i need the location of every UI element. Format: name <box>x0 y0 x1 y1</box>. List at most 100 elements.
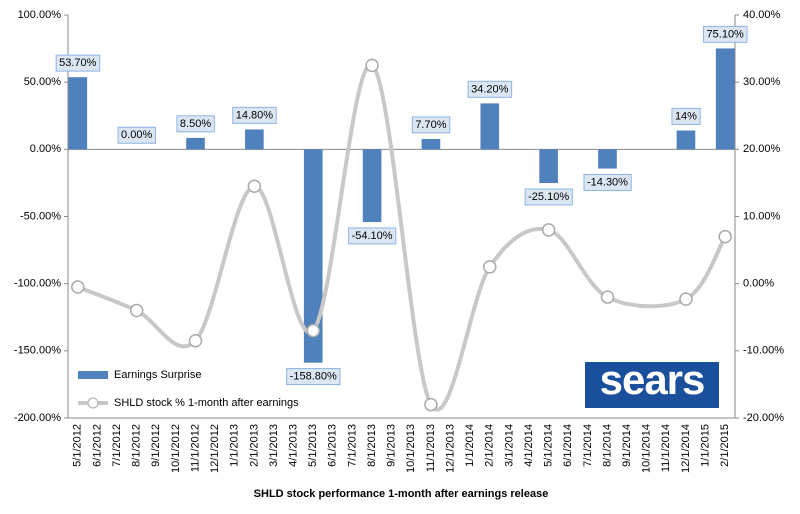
y2-tick-label: -10.00% <box>743 345 784 357</box>
bar <box>598 149 617 169</box>
line-marker <box>129 303 144 318</box>
line-marker <box>718 229 732 244</box>
data-label-box <box>411 116 451 134</box>
bar <box>245 129 264 150</box>
line-marker <box>679 292 693 306</box>
line-segment <box>311 63 375 333</box>
x-tick-label: 2/1/2013 <box>248 424 260 467</box>
data-label: -54.10% <box>352 230 393 242</box>
data-label-group: 0.00% <box>117 126 156 144</box>
line-segment <box>547 227 609 299</box>
line-segment <box>488 226 550 268</box>
line-marker <box>188 334 203 348</box>
data-label: 8.50% <box>180 118 211 130</box>
x-tick-label: 7/1/2013 <box>346 424 358 467</box>
y-tick-label: -100.00% <box>14 278 61 290</box>
x-tick-label: 11/1/2014 <box>660 424 672 472</box>
legend-swatch <box>78 371 108 379</box>
x-axis-label: SHLD stock performance 1-month after ear… <box>254 488 549 500</box>
x-tick-label: 1/1/2014 <box>464 424 476 467</box>
line-marker <box>541 223 556 237</box>
data-label: -14.30% <box>587 176 628 188</box>
bar <box>676 130 696 150</box>
x-tick-label: 8/1/2012 <box>131 424 143 467</box>
x-tick-label: 10/1/2014 <box>641 424 653 473</box>
data-label: 14% <box>675 110 697 122</box>
data-label-group: 53.70% <box>55 54 101 72</box>
x-tick-label: 12/1/2013 <box>444 424 456 473</box>
line-marker <box>306 323 320 338</box>
x-tick-label: 5/1/2014 <box>543 424 555 467</box>
line-segment <box>684 235 727 301</box>
bar <box>480 103 500 150</box>
bar <box>303 149 323 363</box>
data-label-box <box>583 173 632 191</box>
data-label: 14.80% <box>236 109 274 121</box>
line-marker <box>424 397 438 412</box>
x-tick-label: 6/1/2012 <box>91 424 103 467</box>
y-tick-label: -200.00% <box>14 412 61 424</box>
bar <box>186 137 205 150</box>
data-label-group: -54.10% <box>348 227 397 245</box>
data-label-group: -158.80% <box>286 368 341 386</box>
x-tick-label: 6/1/2014 <box>562 424 574 467</box>
x-tick-label: 5/1/2013 <box>307 424 319 467</box>
x-tick-label: 7/1/2014 <box>582 424 594 467</box>
data-label: -25.10% <box>528 191 569 203</box>
data-label-box <box>703 25 748 43</box>
bar <box>362 149 382 223</box>
x-tick-label: 1/1/2015 <box>699 424 711 467</box>
y-tick-label: 100.00% <box>18 9 62 21</box>
x-tick-label: 2/1/2014 <box>484 424 496 467</box>
data-label: -158.80% <box>290 371 337 383</box>
line-segment <box>606 295 687 309</box>
legend-label: SHLD stock % 1-month after earnings <box>114 397 299 409</box>
legend-marker <box>87 397 99 409</box>
x-tick-label: 9/1/2012 <box>150 424 162 467</box>
y-tick-label: -150.00% <box>14 345 61 357</box>
line-marker <box>71 280 85 294</box>
data-label: 75.10% <box>707 28 745 40</box>
line-marker <box>247 179 262 194</box>
data-label-box <box>117 126 156 144</box>
bar <box>421 138 441 150</box>
x-tick-label: 3/1/2013 <box>268 424 280 467</box>
x-tick-label: 7/1/2012 <box>111 424 123 467</box>
line-segment <box>135 308 197 349</box>
data-label-box <box>467 80 513 98</box>
x-tick-label: 2/1/2015 <box>719 424 731 467</box>
y2-tick-label: 40.00% <box>743 9 781 21</box>
x-tick-label: 12/1/2014 <box>680 424 692 473</box>
legend-label: Earnings Surprise <box>114 369 201 381</box>
data-label: 7.70% <box>415 119 446 131</box>
logo-box <box>585 362 719 408</box>
x-tick-label: 3/1/2014 <box>503 424 515 467</box>
x-tick-label: 4/1/2014 <box>523 424 535 467</box>
line-segment <box>77 285 138 313</box>
x-tick-label: 12/1/2012 <box>209 424 221 473</box>
data-label-group: 34.20% <box>467 80 513 98</box>
data-label-box <box>232 106 277 124</box>
x-tick-label: 8/1/2014 <box>601 424 613 467</box>
data-label-group: 14.80% <box>232 106 277 124</box>
line-segment <box>253 184 315 335</box>
y-tick-label: 0.00% <box>30 143 61 155</box>
line-marker <box>600 290 615 304</box>
x-tick-label: 5/1/2012 <box>72 424 84 467</box>
y2-tick-label: 10.00% <box>743 210 781 222</box>
data-label-box <box>176 115 215 133</box>
line-segment <box>370 63 433 406</box>
x-tick-label: 10/1/2013 <box>405 424 417 473</box>
x-tick-label: 9/1/2013 <box>386 424 398 467</box>
x-tick-label: 6/1/2013 <box>327 424 339 467</box>
y2-tick-label: 0.00% <box>743 278 774 290</box>
line-marker <box>483 260 497 274</box>
bar <box>68 77 88 150</box>
data-label-group: 14% <box>671 107 701 125</box>
data-label-box <box>348 227 397 245</box>
y2-tick-label: 30.00% <box>743 76 781 88</box>
data-label-box <box>286 368 341 386</box>
line-segment <box>193 184 256 343</box>
data-label: 34.20% <box>471 83 509 95</box>
